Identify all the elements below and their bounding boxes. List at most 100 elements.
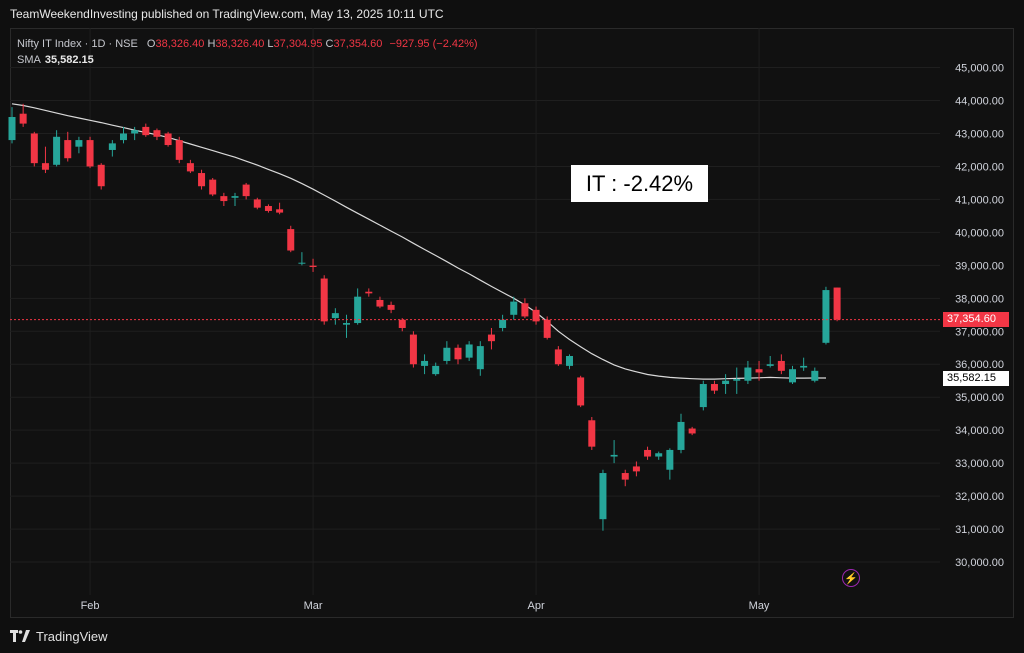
- candle-body: [242, 184, 250, 197]
- y-tick-label: 33,000.00: [955, 458, 1004, 470]
- candle: [510, 296, 518, 320]
- candle-body: [610, 454, 618, 457]
- candle-body: [621, 473, 629, 480]
- candle: [632, 461, 640, 477]
- candle: [86, 136, 94, 169]
- candle: [198, 169, 206, 190]
- candle-body: [287, 229, 295, 251]
- sma-row[interactable]: SMA 35,582.15: [17, 52, 478, 68]
- y-tick-label: 42,000.00: [955, 161, 1004, 173]
- candle: [19, 103, 27, 127]
- candle-body: [320, 278, 328, 322]
- last-price-tag: 37,354.60: [943, 312, 1009, 328]
- open-label: O: [146, 38, 156, 50]
- candle-body: [476, 346, 484, 370]
- candle-body: [666, 449, 674, 470]
- candle: [699, 380, 707, 411]
- candle: [476, 341, 484, 376]
- candle-body: [744, 367, 752, 381]
- candle: [120, 126, 127, 144]
- candle: [30, 131, 38, 167]
- symbol-label[interactable]: Nifty IT Index · 1D · NSE: [17, 38, 138, 50]
- lightning-icon[interactable]: ⚡: [842, 569, 860, 587]
- candle: [666, 448, 674, 480]
- candle-body: [421, 360, 429, 366]
- candle-body: [811, 370, 819, 381]
- candle-body: [766, 364, 774, 366]
- footer: TradingView: [10, 626, 108, 646]
- candle: [131, 126, 139, 141]
- candle-body: [264, 206, 272, 211]
- candle: [566, 354, 573, 370]
- candle-body: [521, 303, 529, 317]
- candle: [354, 288, 362, 325]
- candle-body: [499, 319, 507, 328]
- ohlc-row: Nifty IT Index · 1D · NSE O38,326.40 H38…: [17, 36, 478, 52]
- y-tick-label: 41,000.00: [955, 194, 1004, 206]
- candle-body: [822, 290, 830, 343]
- candle: [164, 131, 172, 147]
- candle-body: [510, 301, 518, 315]
- y-tick-label: 35,000.00: [955, 392, 1004, 404]
- candle-body: [365, 291, 373, 294]
- candle: [733, 367, 741, 394]
- chart-pane[interactable]: [10, 28, 1014, 618]
- candle: [532, 306, 540, 325]
- candle: [777, 354, 785, 375]
- candle-body: [487, 334, 495, 342]
- candle: [744, 360, 752, 385]
- sma-layer: [11, 103, 826, 380]
- candle-body: [454, 347, 462, 360]
- candle: [320, 275, 328, 325]
- candle: [64, 131, 72, 162]
- candle: [822, 286, 830, 345]
- brand-label: TradingView: [36, 628, 108, 644]
- candle: [800, 357, 808, 371]
- high-value: 38,326.40: [215, 38, 265, 50]
- candle: [599, 469, 607, 531]
- y-axis: 30,000.00 31,000.00 32,000.00 33,000.00 34,0…: [955, 63, 1004, 569]
- candle: [577, 375, 585, 408]
- candle: [688, 426, 696, 436]
- candle: [220, 192, 228, 207]
- candle: [588, 416, 596, 450]
- candle: [621, 469, 629, 487]
- candle-body: [688, 428, 696, 434]
- candle: [331, 308, 339, 325]
- x-tick-label: Apr: [527, 600, 544, 612]
- candle-body: [699, 384, 707, 408]
- candle: [253, 197, 261, 210]
- candle-body: [833, 287, 841, 320]
- candle-body: [677, 421, 685, 450]
- candle-body: [198, 173, 206, 187]
- candle: [53, 130, 61, 167]
- candle: [153, 128, 161, 141]
- candle-body: [41, 163, 49, 170]
- candle: [766, 356, 774, 368]
- candle: [343, 314, 350, 338]
- candle-body: [588, 420, 596, 447]
- publisher-line: TeamWeekendInvesting published on Tradin…: [0, 0, 1024, 28]
- annotation-box[interactable]: IT : -2.42%: [571, 165, 708, 202]
- x-axis: Feb Mar Apr May: [81, 600, 770, 612]
- candle: [108, 140, 116, 157]
- candle: [309, 258, 317, 272]
- candle-body: [175, 140, 183, 160]
- candle: [398, 318, 406, 332]
- candle: [755, 360, 763, 381]
- candle-body: [331, 313, 339, 319]
- candle: [8, 107, 16, 144]
- candle-body: [75, 140, 83, 147]
- candle: [287, 225, 295, 253]
- candle: [298, 252, 306, 266]
- candle: [677, 413, 685, 454]
- y-tick-label: 38,000.00: [955, 293, 1004, 305]
- candle-body: [64, 140, 72, 159]
- open-value: 38,326.40: [155, 38, 205, 50]
- candle: [264, 204, 272, 213]
- y-tick-label: 44,000.00: [955, 96, 1004, 108]
- y-tick-label: 39,000.00: [955, 260, 1004, 272]
- candle-body: [789, 369, 796, 383]
- candle-body: [733, 379, 741, 381]
